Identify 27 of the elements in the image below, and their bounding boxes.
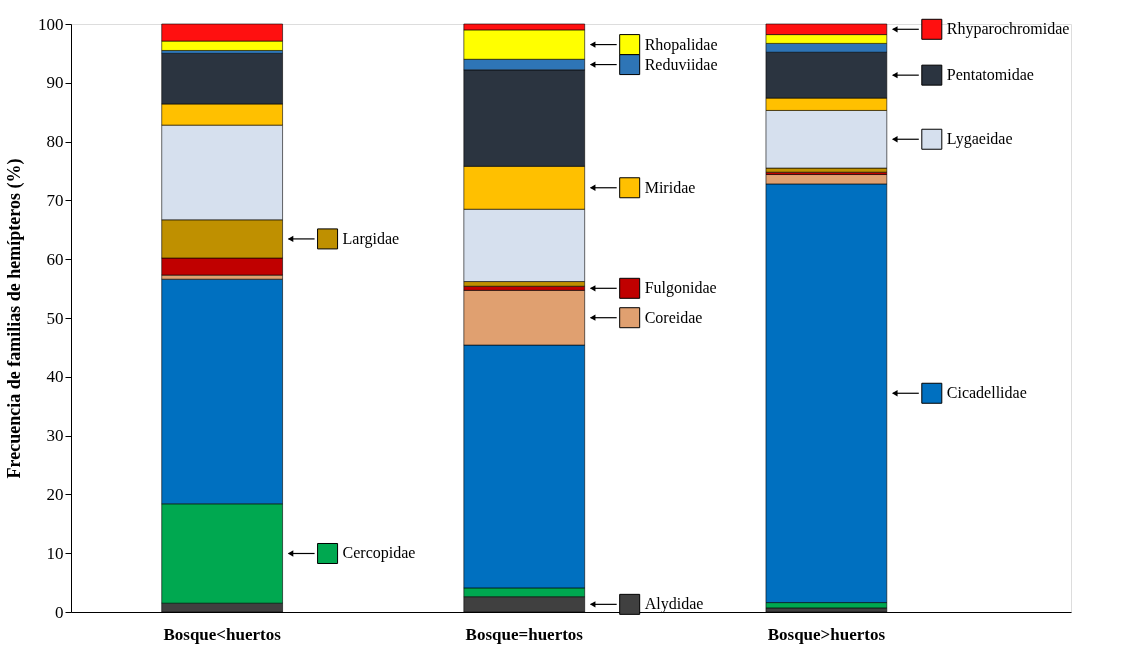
legend-label: Rhopalidae	[644, 35, 718, 54]
legend-label: Pentatomidae	[946, 66, 1034, 84]
x-tick-label: Bosque<huertos	[163, 624, 282, 644]
y-tick-label: 50	[46, 308, 64, 328]
legend-label: Fulgonidae	[644, 279, 717, 298]
x-tick-label: Bosque>huertos	[767, 624, 886, 644]
y-tick-label: 0	[55, 602, 64, 622]
y-axis-title: Frecuencia de familias de hemípteros (%)	[4, 158, 25, 479]
legend-label: Lygaeidae	[946, 130, 1013, 149]
y-tick-label: 90	[46, 73, 64, 93]
y-tick-label: 30	[46, 426, 64, 446]
legend-label: Rhyparochromidae	[946, 20, 1070, 39]
legend-label: Cicadellidae	[946, 384, 1027, 402]
legend-label: Coreidae	[644, 308, 703, 326]
legend-label: Miridae	[644, 178, 696, 196]
legend-label: Reduviidae	[644, 55, 718, 73]
legend-label: Largidae	[342, 229, 400, 248]
x-tick-label: Bosque=huertos	[465, 624, 584, 644]
y-tick-label: 20	[46, 484, 64, 504]
y-tick-label: 70	[46, 190, 64, 210]
y-tick-label: 40	[46, 367, 64, 387]
y-tick-label: 60	[46, 249, 64, 269]
y-tick-label: 100	[38, 14, 64, 34]
legend-label: Cercopidae	[342, 544, 416, 563]
y-tick-label: 10	[46, 543, 64, 563]
legend-label: Alydidae	[644, 595, 704, 614]
y-tick-label: 80	[46, 132, 64, 152]
